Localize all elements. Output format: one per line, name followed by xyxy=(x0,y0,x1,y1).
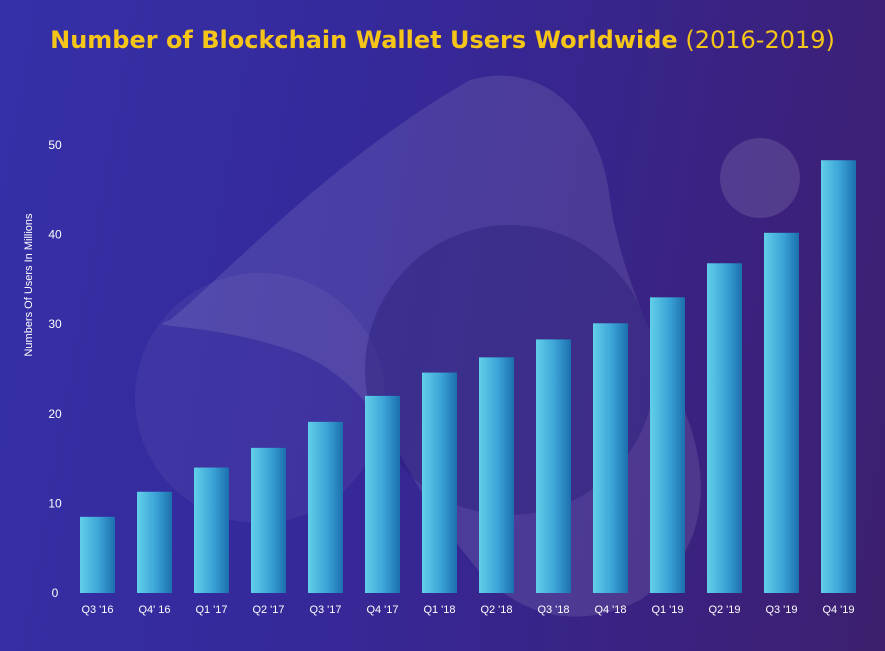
bar[interactable] xyxy=(536,339,571,593)
background-decoration xyxy=(135,75,800,617)
bar[interactable] xyxy=(479,357,514,593)
chart-title-main: Number of Blockchain Wallet Users Worldw… xyxy=(50,26,678,54)
bar[interactable] xyxy=(764,232,799,594)
bar[interactable] xyxy=(650,297,685,593)
bar[interactable] xyxy=(308,421,343,593)
bar[interactable] xyxy=(821,160,856,593)
x-tick-label: Q4 '19 xyxy=(822,604,854,616)
bar[interactable] xyxy=(80,516,115,593)
x-tick-label: Q1 '17 xyxy=(195,604,227,616)
y-axis-ticks: 0 10 20 30 40 50 xyxy=(48,138,62,600)
decorative-circle-small xyxy=(720,138,800,218)
x-tick-label: Q3 '16 xyxy=(81,604,113,616)
bar[interactable] xyxy=(593,323,628,593)
bar[interactable] xyxy=(137,491,172,593)
x-tick-label: Q2 '19 xyxy=(708,604,740,616)
x-tick-label: Q3 '17 xyxy=(309,604,341,616)
x-tick-label: Q4' 16 xyxy=(138,604,170,616)
y-tick-label: 40 xyxy=(48,228,62,242)
bar[interactable] xyxy=(365,395,400,593)
bar[interactable] xyxy=(422,372,457,593)
chart-title-sub: (2016-2019) xyxy=(685,26,835,54)
y-tick-label: 10 xyxy=(48,496,62,510)
y-tick-label: 30 xyxy=(48,317,62,331)
bar[interactable] xyxy=(194,467,229,593)
x-tick-label: Q4 '18 xyxy=(594,604,626,616)
y-tick-label: 0 xyxy=(52,586,59,600)
bar[interactable] xyxy=(707,263,742,593)
x-tick-label: Q3 '19 xyxy=(765,604,797,616)
y-tick-label: 50 xyxy=(48,138,62,152)
bar[interactable] xyxy=(251,447,286,593)
y-tick-label: 20 xyxy=(48,407,62,421)
x-tick-label: Q1 '18 xyxy=(423,604,455,616)
x-tick-label: Q2 '17 xyxy=(252,604,284,616)
chart-title: Number of Blockchain Wallet Users Worldw… xyxy=(0,26,885,54)
x-tick-label: Q1 '19 xyxy=(651,604,683,616)
x-axis-labels: Q3 '16 Q4' 16 Q1 '17 Q2 '17 Q3 '17 Q4 '17 Q1 '… xyxy=(81,604,854,616)
y-axis-label: Numbers Of Users In Millions xyxy=(23,213,35,357)
bars xyxy=(80,160,856,594)
x-tick-label: Q4 '17 xyxy=(366,604,398,616)
x-tick-label: Q2 '18 xyxy=(480,604,512,616)
x-tick-label: Q3 '18 xyxy=(537,604,569,616)
